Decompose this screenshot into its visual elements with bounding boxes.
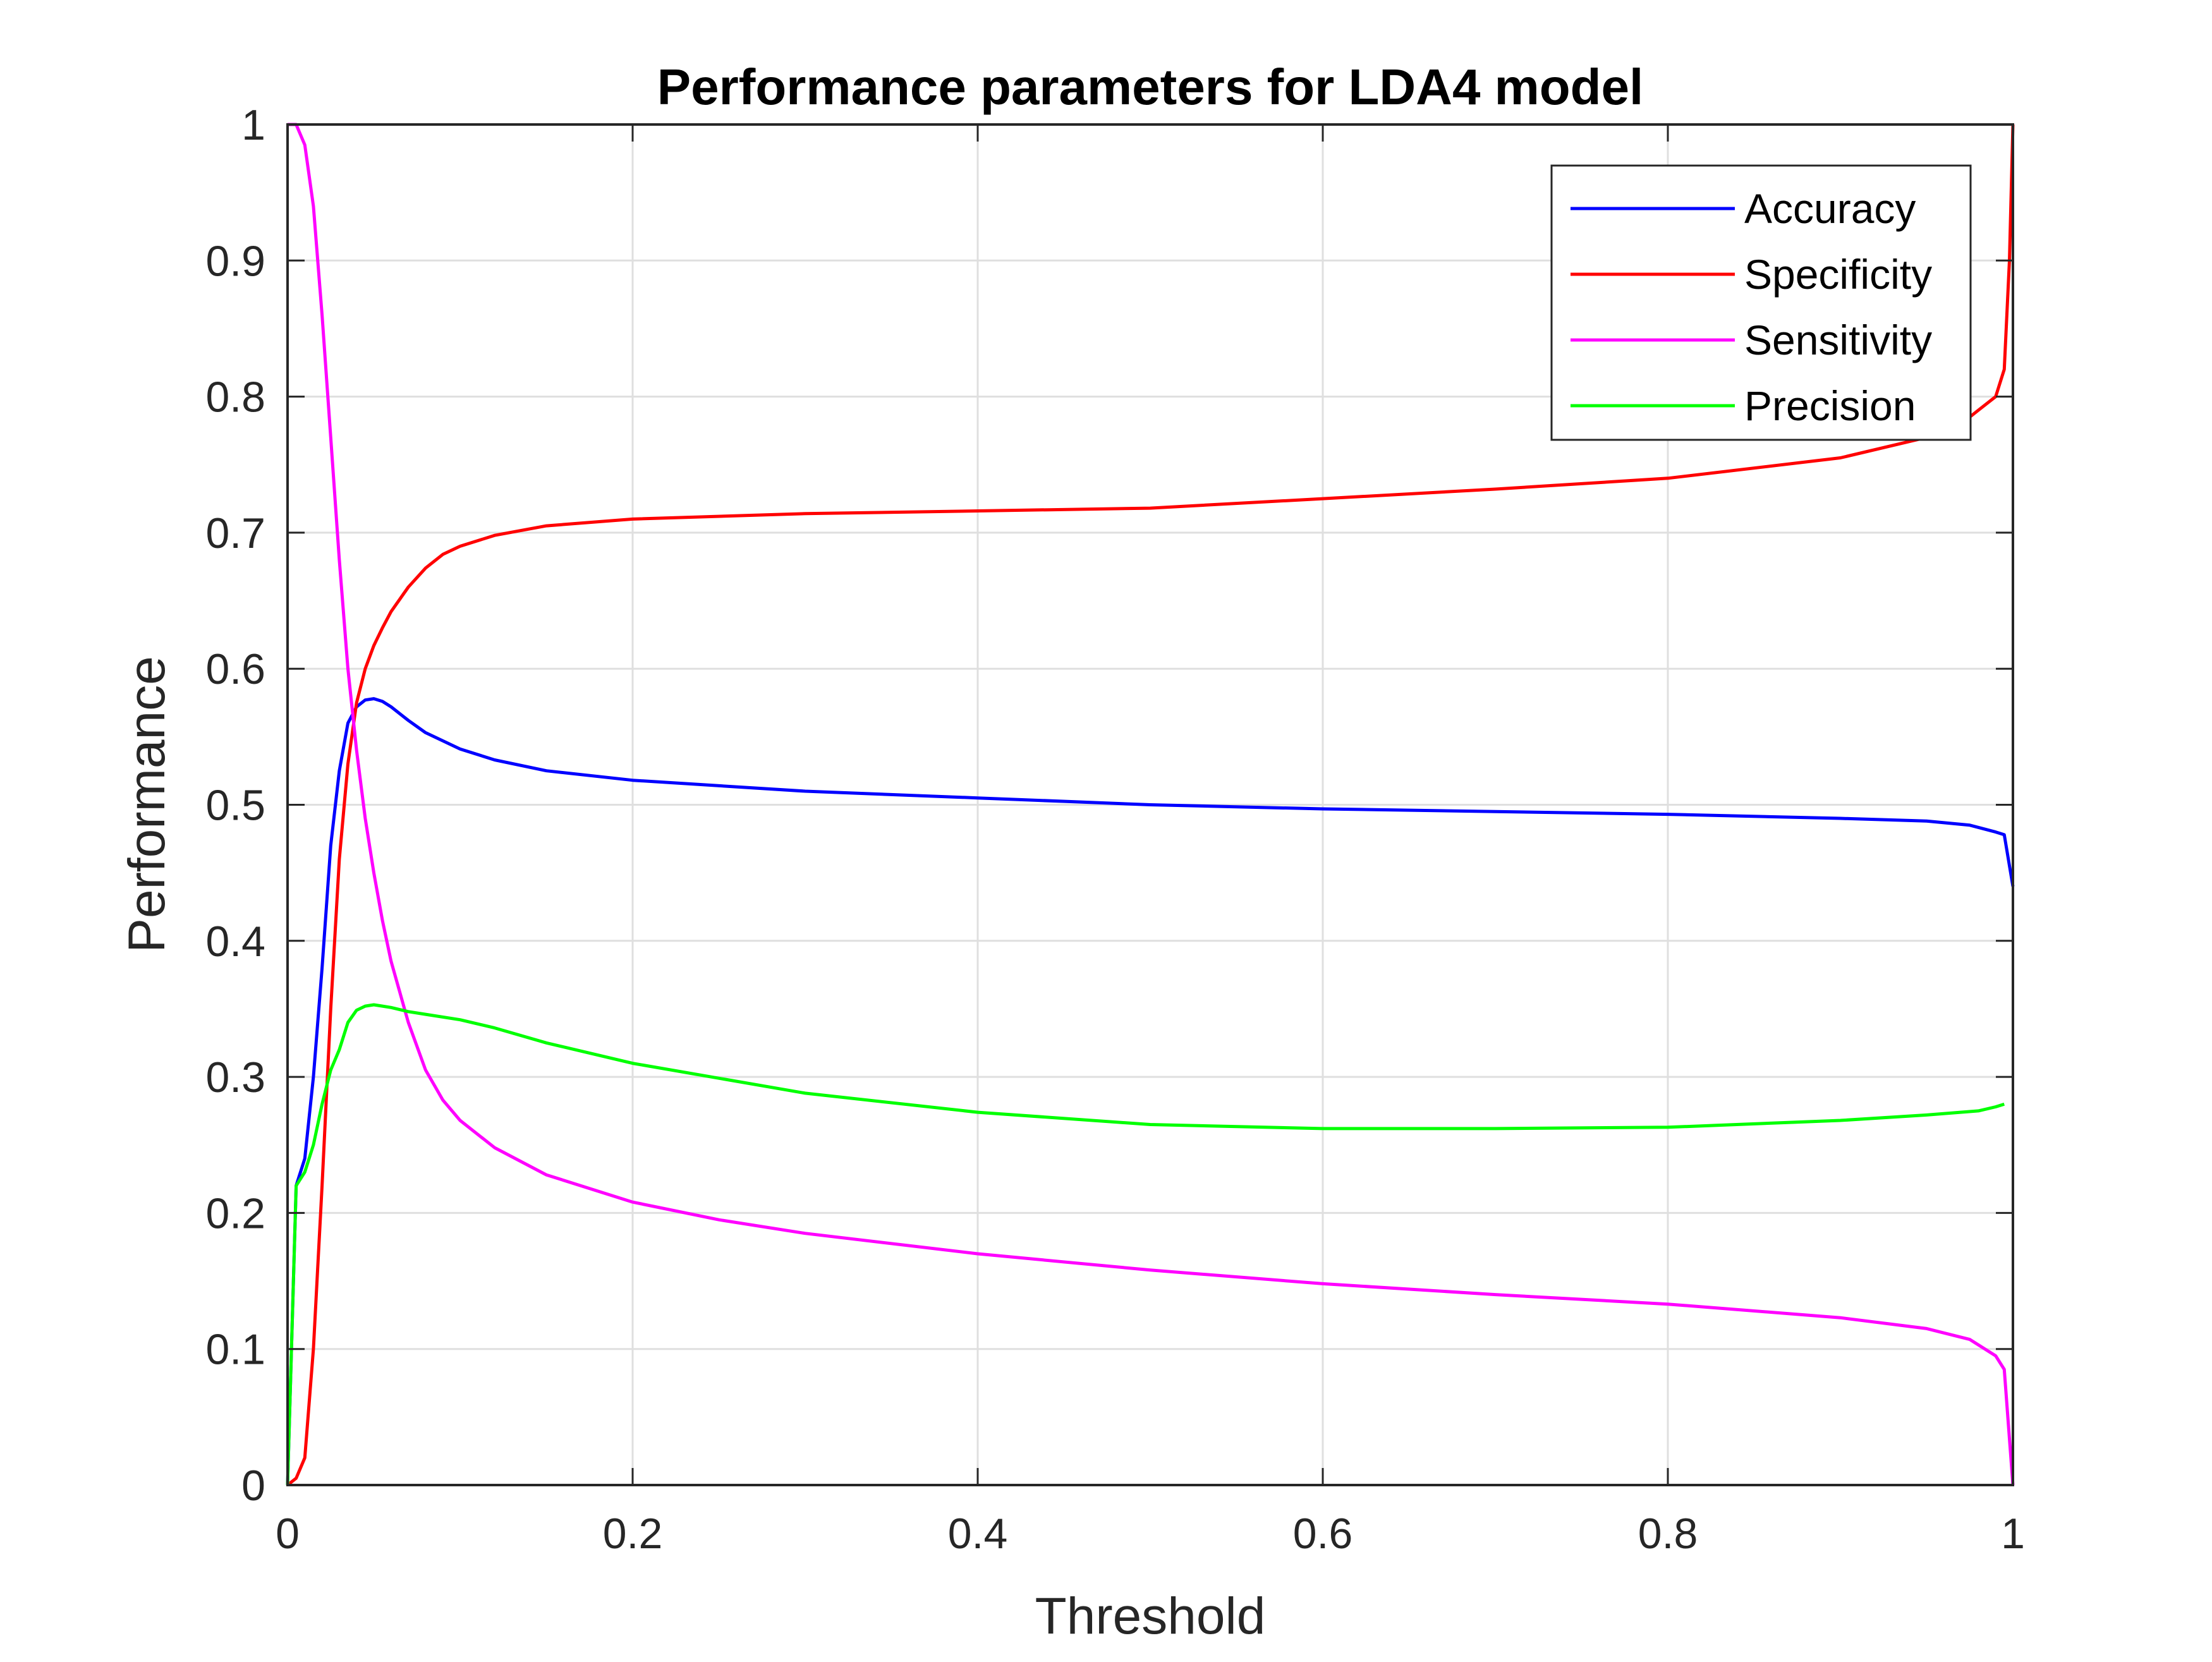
y-tick-label: 0.9: [205, 237, 265, 285]
y-tick-label: 0: [241, 1462, 265, 1510]
y-tick-label: 0.5: [205, 782, 265, 830]
x-tick-label: 0.6: [1293, 1510, 1353, 1558]
legend-label-sensitivity: Sensitivity: [1744, 317, 1932, 363]
y-tick-label: 0.2: [205, 1189, 265, 1237]
y-tick-label: 0.4: [205, 918, 265, 966]
x-tick-labels: 0 0.2 0.4 0.6 0.8 1: [276, 1510, 2025, 1558]
x-tick-label: 1: [2001, 1510, 2025, 1558]
legend-label-precision: Precision: [1744, 382, 1916, 429]
series-line-precision: [286, 1003, 2005, 1486]
y-tick-label: 1: [241, 101, 265, 149]
series-line-accuracy: [286, 697, 2015, 1486]
y-tick-label: 0.6: [205, 645, 265, 693]
x-axis-label: Threshold: [1035, 1587, 1266, 1645]
x-tick-label: 0.8: [1638, 1510, 1698, 1558]
chart-title: Performance parameters for LDA4 model: [657, 59, 1644, 115]
y-tick-labels: 0 0.1 0.2 0.3 0.4 0.5 0.6 0.7 0.8 0.9 1: [205, 101, 265, 1510]
y-tick-label: 0.3: [205, 1053, 265, 1101]
legend-label-accuracy: Accuracy: [1744, 185, 1916, 232]
y-axis-label: Performance: [118, 656, 176, 952]
y-tick-label: 0.1: [205, 1326, 265, 1374]
legend-label-specificity: Specificity: [1744, 251, 1932, 298]
x-tick-label: 0.2: [603, 1510, 663, 1558]
grid: [288, 124, 2013, 1485]
x-tick-label: 0.4: [948, 1510, 1008, 1558]
y-tick-label: 0.8: [205, 373, 265, 422]
ticks: [286, 123, 2014, 1486]
y-tick-label: 0.7: [205, 509, 265, 557]
series-line-sensitivity: [288, 123, 2015, 1486]
x-tick-label: 0: [276, 1510, 300, 1558]
legend-box: [1550, 164, 1972, 441]
legend: Accuracy Specificity Sensitivity Precision: [1550, 164, 1972, 441]
